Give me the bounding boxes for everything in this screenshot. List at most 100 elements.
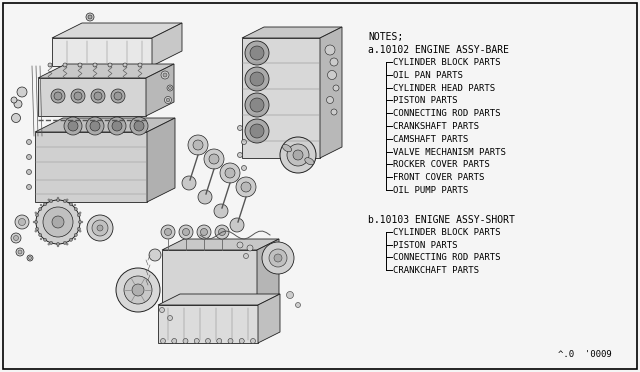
Circle shape	[296, 302, 301, 308]
Circle shape	[66, 243, 68, 245]
Circle shape	[245, 119, 269, 143]
Text: b.10103 ENIGNE ASSY-SHORT: b.10103 ENIGNE ASSY-SHORT	[368, 215, 515, 225]
Circle shape	[74, 208, 77, 211]
Circle shape	[179, 225, 193, 239]
Circle shape	[40, 204, 42, 206]
Circle shape	[161, 225, 175, 239]
Circle shape	[36, 227, 38, 230]
Circle shape	[293, 150, 303, 160]
Circle shape	[205, 339, 211, 343]
Circle shape	[326, 96, 333, 103]
Circle shape	[166, 98, 170, 102]
Circle shape	[92, 220, 108, 236]
Text: CAMSHAFT PARTS: CAMSHAFT PARTS	[393, 135, 468, 144]
Circle shape	[50, 241, 52, 244]
Circle shape	[247, 245, 253, 251]
Circle shape	[134, 121, 144, 131]
Circle shape	[35, 221, 38, 224]
Text: CYLINDER BLOCK PARTS: CYLINDER BLOCK PARTS	[393, 228, 500, 237]
Circle shape	[124, 276, 152, 304]
Circle shape	[237, 242, 243, 248]
Circle shape	[12, 113, 20, 122]
Circle shape	[17, 87, 27, 97]
Circle shape	[250, 72, 264, 86]
Text: OIL PUMP PARTS: OIL PUMP PARTS	[393, 186, 468, 195]
Circle shape	[241, 182, 251, 192]
Circle shape	[230, 218, 244, 232]
Circle shape	[43, 207, 73, 237]
Circle shape	[204, 149, 224, 169]
Circle shape	[63, 199, 67, 203]
Circle shape	[77, 227, 81, 230]
Circle shape	[172, 339, 177, 343]
Circle shape	[215, 225, 229, 239]
Circle shape	[11, 233, 21, 243]
Text: PISTON PARTS: PISTON PARTS	[393, 96, 458, 105]
Circle shape	[69, 203, 72, 206]
Circle shape	[63, 241, 67, 244]
Circle shape	[94, 92, 102, 100]
Circle shape	[19, 218, 26, 225]
Circle shape	[26, 170, 31, 174]
Circle shape	[182, 176, 196, 190]
Circle shape	[93, 63, 97, 67]
Circle shape	[123, 63, 127, 67]
Circle shape	[68, 121, 78, 131]
Circle shape	[287, 292, 294, 298]
Circle shape	[86, 13, 94, 21]
Circle shape	[245, 93, 269, 117]
Circle shape	[325, 45, 335, 55]
Circle shape	[74, 92, 82, 100]
Text: CONNECTING ROD PARTS: CONNECTING ROD PARTS	[393, 109, 500, 118]
Circle shape	[161, 71, 169, 79]
Circle shape	[164, 228, 172, 235]
Circle shape	[79, 230, 81, 232]
Circle shape	[209, 154, 219, 164]
Circle shape	[193, 140, 203, 150]
Circle shape	[36, 214, 38, 217]
Text: FRONT COVER PARTS: FRONT COVER PARTS	[393, 173, 484, 182]
Circle shape	[225, 168, 235, 178]
Circle shape	[245, 41, 269, 65]
Circle shape	[16, 248, 24, 256]
Circle shape	[56, 243, 60, 246]
Circle shape	[79, 212, 81, 214]
Circle shape	[87, 215, 113, 241]
Circle shape	[26, 140, 31, 144]
Circle shape	[198, 190, 212, 204]
Circle shape	[217, 339, 221, 343]
Circle shape	[14, 100, 22, 108]
Polygon shape	[242, 38, 320, 158]
Text: PISTON PARTS: PISTON PARTS	[393, 241, 458, 250]
Circle shape	[250, 98, 264, 112]
Circle shape	[138, 63, 142, 67]
Circle shape	[38, 234, 42, 237]
Circle shape	[44, 238, 47, 241]
Text: CYLINDER HEAD PARTS: CYLINDER HEAD PARTS	[393, 84, 495, 93]
Circle shape	[197, 225, 211, 239]
Circle shape	[111, 89, 125, 103]
Circle shape	[36, 200, 80, 244]
Ellipse shape	[282, 144, 291, 152]
Polygon shape	[257, 239, 279, 305]
Circle shape	[77, 214, 81, 217]
Circle shape	[91, 89, 105, 103]
Text: CRANKCHAFT PARTS: CRANKCHAFT PARTS	[393, 266, 479, 275]
Circle shape	[214, 204, 228, 218]
Circle shape	[74, 234, 77, 237]
Circle shape	[237, 125, 243, 131]
Circle shape	[269, 249, 287, 267]
Circle shape	[97, 225, 103, 231]
Circle shape	[33, 221, 35, 223]
Circle shape	[241, 140, 246, 144]
Circle shape	[167, 85, 173, 91]
Polygon shape	[242, 27, 342, 38]
Polygon shape	[162, 250, 257, 305]
Circle shape	[243, 253, 248, 259]
Circle shape	[161, 339, 166, 343]
Circle shape	[26, 185, 31, 189]
Circle shape	[236, 177, 256, 197]
Ellipse shape	[305, 158, 314, 165]
Circle shape	[250, 339, 255, 343]
Circle shape	[57, 245, 59, 247]
